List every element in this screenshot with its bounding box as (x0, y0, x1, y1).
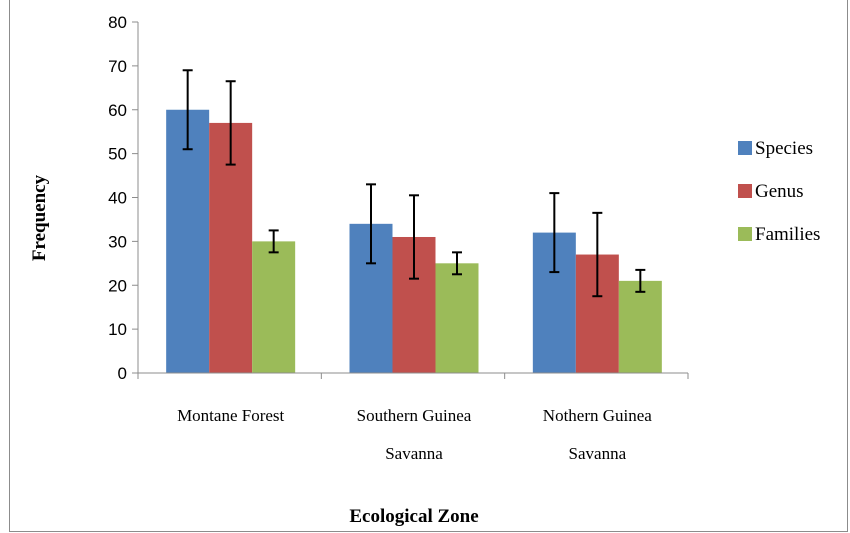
x-tick-label: Savanna (385, 444, 443, 463)
x-axis-title: Ecological Zone (349, 506, 478, 527)
y-tick-label: 60 (108, 101, 127, 120)
bar-families-1 (435, 263, 479, 373)
bar-families-2 (618, 280, 662, 373)
y-tick-label: 0 (118, 364, 127, 383)
bar-families-0 (252, 241, 296, 373)
x-tick-label: Nothern Guinea (543, 406, 653, 425)
x-tick-label: Southern Guinea (357, 406, 472, 425)
axes-layer (132, 21, 689, 379)
y-tick-label: 50 (108, 145, 127, 164)
legend-label-genus: Genus (755, 181, 804, 202)
error-bars-layer (182, 69, 646, 298)
x-tick-label: Montane Forest (177, 406, 284, 425)
y-tick-label: 70 (108, 57, 127, 76)
legend-swatch-species (738, 141, 752, 155)
y-axis-title: Frequency (29, 174, 50, 261)
legend-swatch-families (738, 227, 752, 241)
y-tick-label: 20 (108, 276, 127, 295)
legend-label-families: Families (755, 224, 820, 245)
legend-label-species: Species (755, 138, 813, 159)
chart-frame (9, 0, 848, 532)
y-tick-label: 10 (108, 320, 127, 339)
legend-swatch-genus (738, 184, 752, 198)
y-tick-label: 80 (108, 13, 127, 32)
bar-species-0 (166, 109, 210, 373)
y-tick-label: 40 (108, 189, 127, 208)
labels-layer: Montane Forest Southern Guinea Savanna Noth… (108, 13, 652, 463)
legend: Species Genus Families (738, 138, 820, 245)
y-tick-label: 30 (108, 232, 127, 251)
x-tick-label: Savanna (569, 444, 627, 463)
